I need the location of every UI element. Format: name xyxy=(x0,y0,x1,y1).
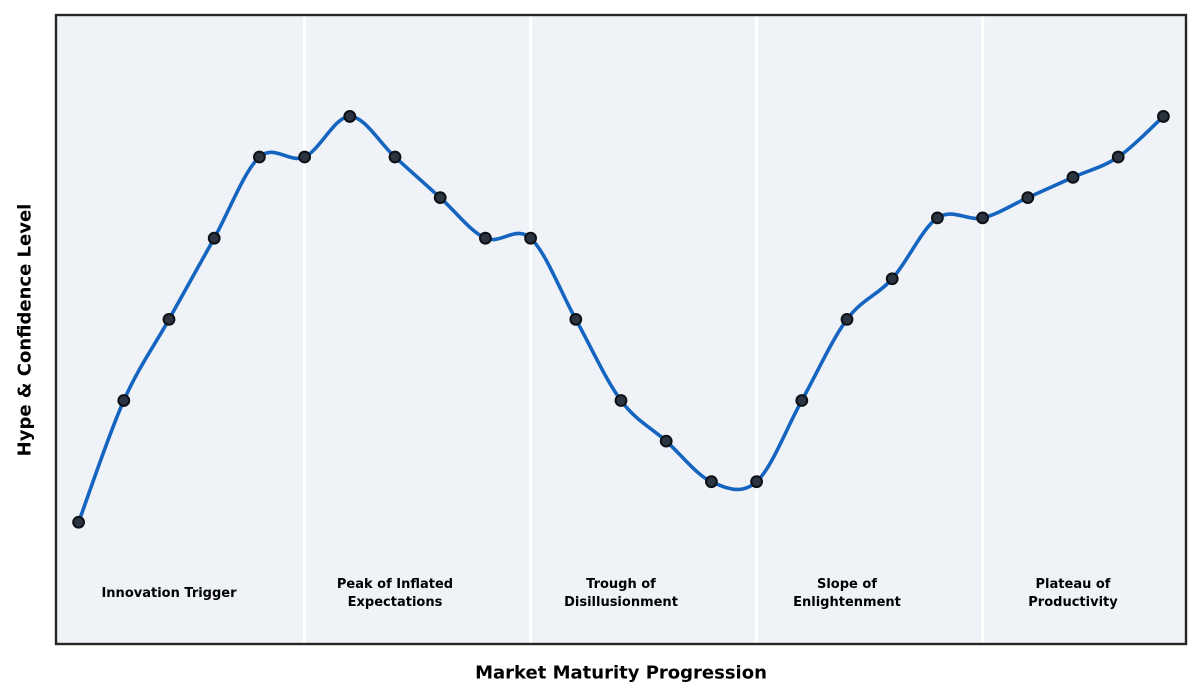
data-point-marker xyxy=(885,272,899,286)
data-point-marker xyxy=(343,110,357,123)
phase-dividers xyxy=(303,16,985,643)
data-point-markers xyxy=(72,110,1170,529)
data-point-marker xyxy=(705,475,718,489)
plot-background xyxy=(56,15,1186,644)
data-point-marker xyxy=(1157,110,1170,123)
hype-curve-line xyxy=(76,114,1166,525)
data-point-marker xyxy=(1111,150,1125,164)
data-point-marker xyxy=(931,211,944,225)
data-point-marker xyxy=(976,211,989,225)
data-point-marker xyxy=(388,150,402,164)
data-point-marker xyxy=(298,150,312,164)
data-point-marker xyxy=(1021,191,1035,205)
plot-border xyxy=(54,13,1188,646)
data-point-marker xyxy=(117,394,131,407)
data-point-marker xyxy=(207,231,221,245)
data-point-marker xyxy=(433,191,447,205)
data-point-marker xyxy=(569,312,583,326)
data-point-marker xyxy=(614,394,628,407)
data-point-marker xyxy=(479,231,492,245)
data-point-marker xyxy=(750,475,763,489)
data-point-marker xyxy=(795,394,809,407)
data-point-marker xyxy=(162,312,176,326)
data-point-marker xyxy=(659,434,673,448)
data-point-marker xyxy=(524,231,537,245)
data-point-marker xyxy=(840,312,854,326)
data-point-marker xyxy=(253,150,266,164)
data-point-marker xyxy=(1066,170,1080,184)
data-point-marker xyxy=(72,515,85,529)
